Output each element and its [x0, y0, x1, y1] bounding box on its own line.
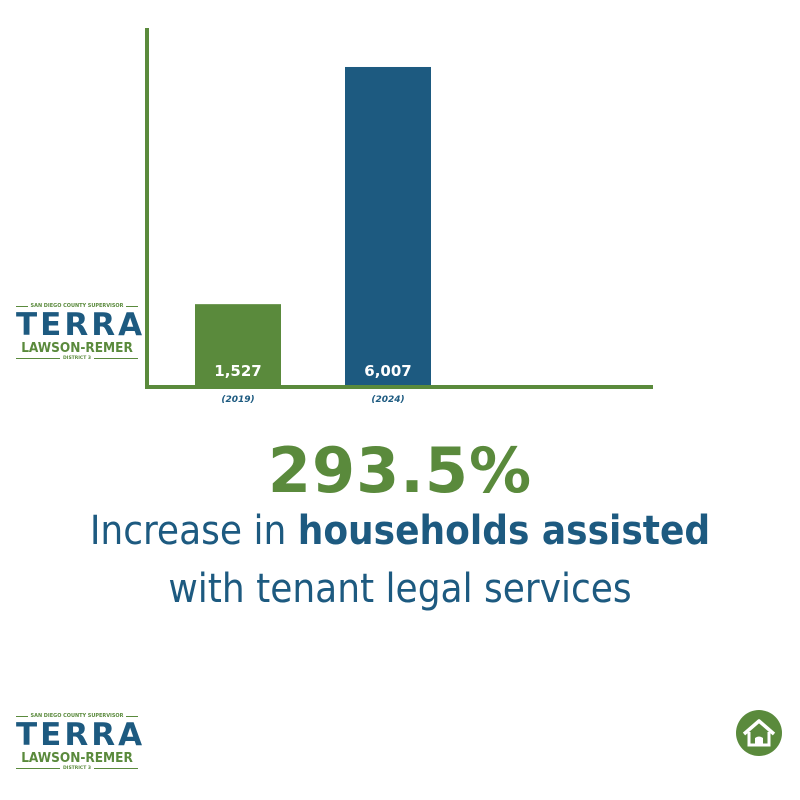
- data-label-0: 1,527: [214, 362, 261, 380]
- headline-line-1-bold: households assisted: [297, 508, 711, 554]
- logo-last-name: LAWSON-REMER: [21, 340, 133, 356]
- logo-supervisor-text: SAN DIEGO COUNTY SUPERVISOR: [16, 303, 138, 309]
- category-label-0: (2019): [221, 395, 254, 405]
- percent-increase: 293.5%: [267, 434, 533, 507]
- headline-line-1: Increase in households assisted: [0, 508, 800, 554]
- logo-district-text: DISTRICT 3: [16, 356, 138, 361]
- logo-first-name: TERRA: [16, 717, 146, 753]
- bar-chart: 1,527 (2019) 6,007 (2024): [145, 28, 653, 405]
- logo-bottom: SAN DIEGO COUNTY SUPERVISOR TERRA LAWSON…: [16, 713, 146, 771]
- logo-last-name: LAWSON-REMER: [21, 750, 133, 766]
- headline-line-2: with tenant legal services: [168, 566, 632, 612]
- logo-first-name: TERRA: [16, 307, 146, 343]
- logo-top: SAN DIEGO COUNTY SUPERVISOR TERRA LAWSON…: [16, 303, 146, 361]
- category-label-1: (2024): [371, 395, 404, 405]
- house-icon: [736, 710, 782, 756]
- bar-0: [195, 304, 281, 385]
- headline-line-1-regular: Increase in: [89, 508, 287, 554]
- logo-supervisor-text: SAN DIEGO COUNTY SUPERVISOR: [16, 713, 138, 719]
- data-label-1: 6,007: [364, 362, 411, 380]
- bar-1: [345, 66, 431, 385]
- logo-district-text: DISTRICT 3: [16, 766, 138, 771]
